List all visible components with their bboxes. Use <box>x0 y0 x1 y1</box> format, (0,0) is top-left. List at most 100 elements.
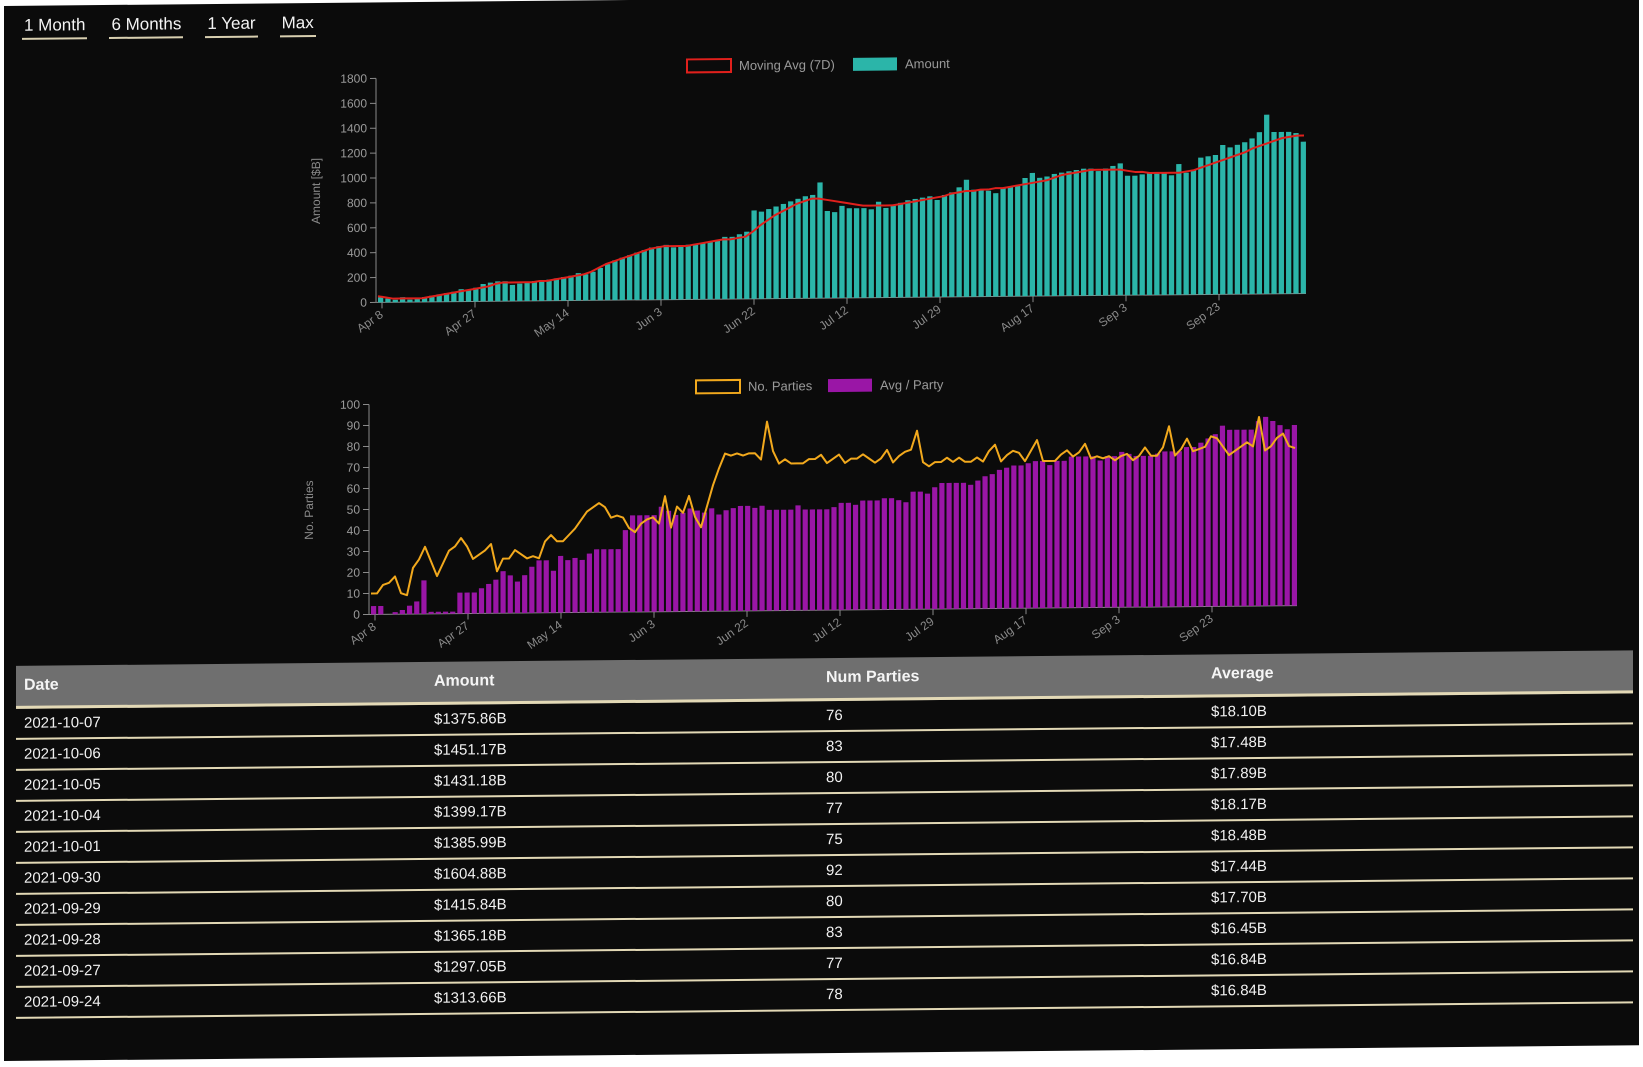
bar <box>897 202 904 298</box>
bar <box>514 581 521 614</box>
y-tick-label: 400 <box>347 246 367 260</box>
cell-num-parties: 75 <box>826 830 843 849</box>
cell-num-parties: 77 <box>826 954 843 973</box>
cell-num-parties: 78 <box>826 985 843 1004</box>
bar <box>615 549 621 613</box>
bar <box>502 281 508 302</box>
bar <box>939 482 945 610</box>
cell-amount: $1399.17B <box>434 803 507 821</box>
bar <box>960 482 967 609</box>
bar <box>1168 175 1175 295</box>
bar <box>658 506 664 612</box>
bar <box>996 469 1003 609</box>
dashboard-panel: 1 Month 6 Months 1 Year Max Moving Avg (… <box>4 0 1639 1061</box>
range-button-1-year[interactable]: 1 Year <box>205 13 258 39</box>
bar <box>1102 168 1109 296</box>
header-num-parties[interactable]: Num Parties <box>826 668 920 687</box>
cell-average: $18.17B <box>1211 795 1267 814</box>
cell-date: 2021-09-29 <box>24 900 101 918</box>
bar <box>1176 164 1182 295</box>
bar <box>1191 446 1197 607</box>
header-date[interactable]: Date <box>24 676 59 694</box>
bar <box>949 192 955 297</box>
bar <box>1256 132 1263 294</box>
bar <box>670 247 677 300</box>
bar <box>963 179 970 297</box>
bar <box>1139 174 1145 296</box>
bar <box>406 605 413 615</box>
bar <box>1176 451 1182 607</box>
bar <box>586 553 592 613</box>
legend-swatch-line <box>695 378 741 395</box>
bar <box>1291 424 1297 606</box>
line-series <box>377 134 1304 300</box>
bar <box>978 189 984 297</box>
bar <box>553 278 560 301</box>
bar <box>1015 185 1021 297</box>
bar <box>685 244 691 300</box>
cell-date: 2021-10-06 <box>24 745 101 763</box>
y-tick-label: 1000 <box>340 171 367 185</box>
x-tick-label: May 14 <box>524 617 565 651</box>
bar <box>968 484 974 609</box>
bar <box>1198 157 1204 295</box>
bar <box>817 182 823 299</box>
bar <box>1119 451 1125 608</box>
bar <box>648 247 655 300</box>
x-tick-label: Jul 12 <box>809 615 844 645</box>
bar <box>802 509 808 611</box>
bar <box>946 482 952 609</box>
y-tick-label: 1200 <box>340 146 367 160</box>
bar <box>392 299 398 303</box>
bar <box>773 206 779 299</box>
bar <box>1133 455 1139 608</box>
bar <box>1104 456 1110 608</box>
bar <box>759 505 765 611</box>
bar <box>993 193 999 297</box>
bar <box>1032 461 1039 609</box>
bar <box>975 480 981 609</box>
bar <box>1022 177 1028 297</box>
bar <box>751 210 757 299</box>
x-tick-label: May 14 <box>531 305 572 339</box>
bar <box>1025 463 1031 609</box>
y-tick-label: 80 <box>347 440 361 454</box>
line-series <box>371 415 1296 597</box>
header-average[interactable]: Average <box>1211 664 1274 683</box>
bar <box>663 244 669 300</box>
legend-label-bar: Avg / Party <box>880 377 944 393</box>
cell-num-parties: 92 <box>826 861 843 880</box>
bar <box>457 592 463 614</box>
bar <box>846 208 852 298</box>
cell-average: $18.10B <box>1211 702 1267 721</box>
range-button-max[interactable]: Max <box>279 13 316 38</box>
bar <box>656 246 662 300</box>
bar <box>773 509 780 611</box>
header-amount[interactable]: Amount <box>434 672 495 690</box>
bar <box>745 505 751 611</box>
bar <box>673 514 679 612</box>
bar <box>795 505 801 611</box>
bar <box>1117 163 1123 296</box>
bar <box>729 236 735 300</box>
bar <box>941 194 948 297</box>
cell-average: $17.89B <box>1211 764 1267 783</box>
y-tick-label: 0 <box>360 296 367 310</box>
x-tick-label: Aug 17 <box>991 613 1030 647</box>
bar <box>558 555 564 613</box>
cell-num-parties: 83 <box>826 923 843 942</box>
bar <box>1068 456 1074 608</box>
bar <box>744 231 750 299</box>
bar <box>1007 186 1014 297</box>
bar <box>1212 154 1219 295</box>
bar <box>1126 453 1132 608</box>
cell-average: $17.44B <box>1211 857 1267 876</box>
y-tick-label: 90 <box>347 419 361 433</box>
bar <box>780 203 787 299</box>
bar <box>1248 429 1254 607</box>
bar <box>680 512 686 612</box>
bar <box>1190 170 1197 295</box>
range-button-6-months[interactable]: 6 Months <box>109 14 184 39</box>
range-button-1-month[interactable]: 1 Month <box>22 15 88 40</box>
cell-date: 2021-10-01 <box>24 838 101 856</box>
